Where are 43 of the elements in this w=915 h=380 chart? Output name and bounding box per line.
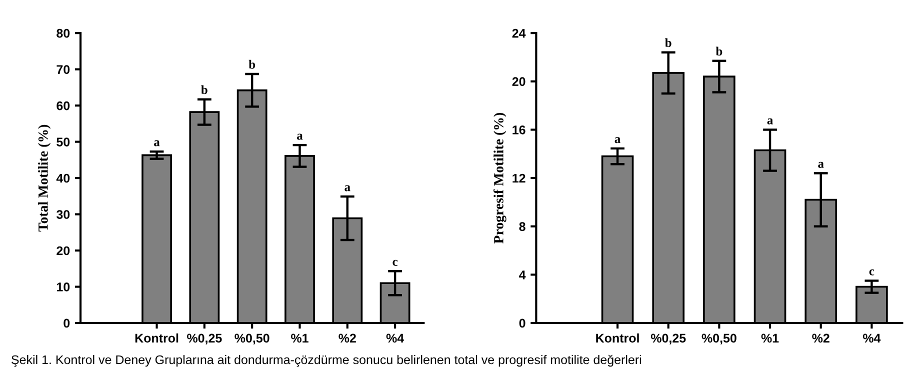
annotation: c — [869, 269, 874, 276]
annotation: a — [344, 185, 350, 192]
y-tick-label: 10 — [56, 282, 70, 292]
y-tick-label: 60 — [56, 101, 70, 110]
annotation: b — [716, 46, 722, 56]
y-tick-label: 50 — [56, 138, 70, 146]
y-tick-label: 20 — [512, 77, 526, 86]
y-tick-label: 4 — [519, 270, 526, 280]
y-tick-label: 80 — [56, 28, 70, 38]
y-tick-label: 0 — [64, 318, 70, 328]
annotation: c — [392, 260, 398, 266]
x-tick-label: Kontrol — [135, 333, 178, 343]
y-tick-label: 20 — [56, 246, 70, 256]
x-tick-label: %0,25 — [187, 334, 222, 344]
x-tick-label: %0,50 — [702, 334, 736, 344]
x-tick-label: %4 — [386, 334, 404, 343]
annotation: a — [818, 162, 824, 168]
y-tick-label: 16 — [512, 126, 526, 134]
x-tick-label: %2 — [338, 334, 356, 343]
x-tick-label: %0,25 — [650, 334, 686, 344]
annotation: a — [297, 134, 303, 140]
x-tick-label: Kontrol — [596, 333, 639, 343]
x-tick-label: %1 — [291, 334, 308, 343]
annotation: a — [154, 140, 160, 146]
y-tick-label: 40 — [56, 174, 70, 183]
x-tick-label: %4 — [862, 334, 881, 343]
y-tick-label: 0 — [519, 318, 526, 328]
y-axis-title: Progresif Motilite (%) — [493, 112, 506, 244]
x-tick-label: %1 — [761, 334, 779, 343]
annotation: b — [665, 38, 672, 48]
y-tick-label: 12 — [512, 174, 526, 183]
annotation: b — [248, 60, 256, 69]
y-tick-label: 24 — [512, 28, 526, 38]
y-tick-label: 70 — [56, 65, 70, 74]
annotation: a — [614, 137, 620, 144]
text: Şekil 1. Kontrol ve Deney Gruplarına ait dondurma-çözdürme sonucu belirlenen total ve progresif motilite değerleri — [12, 354, 642, 367]
y-tick-label: 30 — [56, 210, 70, 219]
x-tick-label: %2 — [812, 334, 830, 343]
annotation: b — [201, 85, 208, 94]
x-tick-label: %0,50 — [234, 334, 270, 344]
y-tick-label: 8 — [519, 222, 526, 232]
y-axis-title: Total Motilite (%) — [38, 124, 51, 232]
annotation: a — [767, 118, 773, 124]
